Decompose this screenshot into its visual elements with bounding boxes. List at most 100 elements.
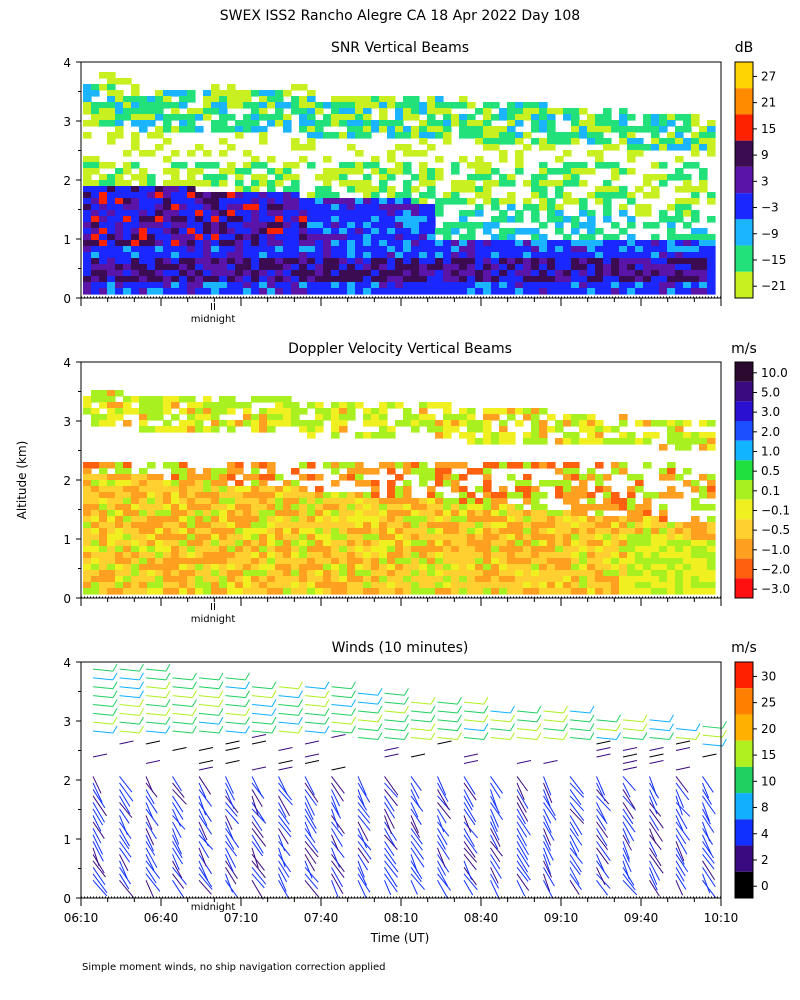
heatmap-cell	[531, 492, 540, 499]
heatmap-cell	[291, 144, 300, 151]
heatmap-cell	[227, 192, 236, 199]
heatmap-cell	[411, 576, 420, 583]
heatmap-cell	[411, 504, 420, 511]
heatmap-cell	[355, 120, 364, 127]
heatmap-cell	[307, 420, 316, 427]
heatmap-cell	[587, 234, 596, 241]
wind-barb	[92, 712, 114, 716]
colorbar-label: 5.0	[761, 385, 780, 399]
heatmap-cell	[195, 492, 204, 499]
heatmap-cell	[299, 216, 308, 223]
heatmap-cell	[483, 162, 492, 169]
heatmap-cell	[155, 492, 164, 499]
heatmap-cell	[683, 552, 692, 559]
heatmap-cell	[267, 246, 276, 253]
heatmap-cell	[435, 108, 444, 115]
heatmap-cell	[347, 588, 356, 595]
heatmap-cell	[579, 120, 588, 127]
heatmap-cell	[427, 516, 436, 523]
heatmap-cell	[315, 258, 324, 265]
heatmap-cell	[419, 498, 428, 505]
heatmap-cell	[163, 486, 172, 493]
heatmap-cell	[203, 564, 212, 571]
heatmap-cell	[283, 402, 292, 409]
heatmap-cell	[307, 216, 316, 223]
heatmap-cell	[611, 252, 620, 259]
heatmap-cell	[579, 198, 588, 205]
x-tick-label: 07:40	[304, 911, 339, 925]
heatmap-cell	[707, 486, 716, 493]
heatmap-cell	[123, 222, 132, 229]
heatmap-cell	[251, 570, 260, 577]
heatmap-cell	[419, 546, 428, 553]
heatmap-cell	[387, 588, 396, 595]
wind-barb-flag	[192, 699, 197, 707]
wind-barb	[357, 782, 371, 803]
heatmap-cell	[363, 552, 372, 559]
heatmap-cell	[659, 270, 668, 277]
wind-barb	[304, 866, 319, 883]
heatmap-cell	[299, 408, 308, 415]
heatmap-cell	[179, 588, 188, 595]
heatmap-cell	[155, 522, 164, 529]
heatmap-cell	[323, 552, 332, 559]
heatmap-cell	[235, 126, 244, 133]
heatmap-cell	[475, 204, 484, 211]
heatmap-cell	[131, 498, 140, 505]
wind-barb	[92, 828, 102, 844]
heatmap-cell	[171, 114, 180, 121]
heatmap-cell	[171, 576, 180, 583]
wind-barb	[569, 737, 591, 741]
heatmap-cell	[115, 78, 124, 85]
heatmap-cell	[275, 504, 284, 511]
wind-barb	[490, 795, 500, 814]
heatmap-cell	[267, 552, 276, 559]
heatmap-cell	[403, 510, 412, 517]
heatmap-cell	[387, 168, 396, 175]
heatmap-cell	[107, 390, 116, 397]
wind-barb	[331, 873, 344, 895]
heatmap-cell	[155, 264, 164, 271]
wind-barb	[225, 854, 234, 872]
heatmap-cell	[427, 474, 436, 481]
heatmap-cell	[283, 192, 292, 199]
heatmap-cell	[147, 522, 156, 529]
wind-barb	[543, 728, 564, 732]
wind-barb	[569, 847, 583, 864]
heatmap-cell	[459, 210, 468, 217]
heatmap-cell	[411, 222, 420, 229]
heatmap-cell	[467, 162, 476, 169]
heatmap-cell	[635, 564, 644, 571]
heatmap-cell	[659, 174, 668, 181]
heatmap-cell	[371, 558, 380, 565]
heatmap-cell	[635, 570, 644, 577]
heatmap-cell	[155, 144, 164, 151]
wind-barb	[410, 782, 420, 799]
wind-barb-flag	[298, 716, 303, 725]
heatmap-cell	[203, 396, 212, 403]
heatmap-cell	[203, 162, 212, 169]
heatmap-cell	[395, 276, 404, 283]
heatmap-cell	[283, 420, 292, 427]
heatmap-cell	[363, 96, 372, 103]
wind-barb	[331, 828, 343, 847]
heatmap-cell	[107, 558, 116, 565]
heatmap-cell	[259, 180, 268, 187]
heatmap-cell	[291, 588, 300, 595]
wind-barb	[410, 880, 418, 895]
heatmap-cell	[339, 420, 348, 427]
heatmap-cell	[83, 492, 92, 499]
heatmap-cell	[83, 276, 92, 283]
heatmap-cell	[451, 192, 460, 199]
wind-barb	[384, 854, 399, 873]
heatmap-cell	[499, 552, 508, 559]
heatmap-cell	[163, 576, 172, 583]
heatmap-cell	[515, 420, 524, 427]
heatmap-cell	[355, 576, 364, 583]
heatmap-cell	[211, 246, 220, 253]
heatmap-cell	[171, 162, 180, 169]
heatmap-cell	[627, 588, 636, 595]
heatmap-cell	[419, 408, 428, 415]
heatmap-cell	[555, 258, 564, 265]
heatmap-cell	[651, 582, 660, 589]
